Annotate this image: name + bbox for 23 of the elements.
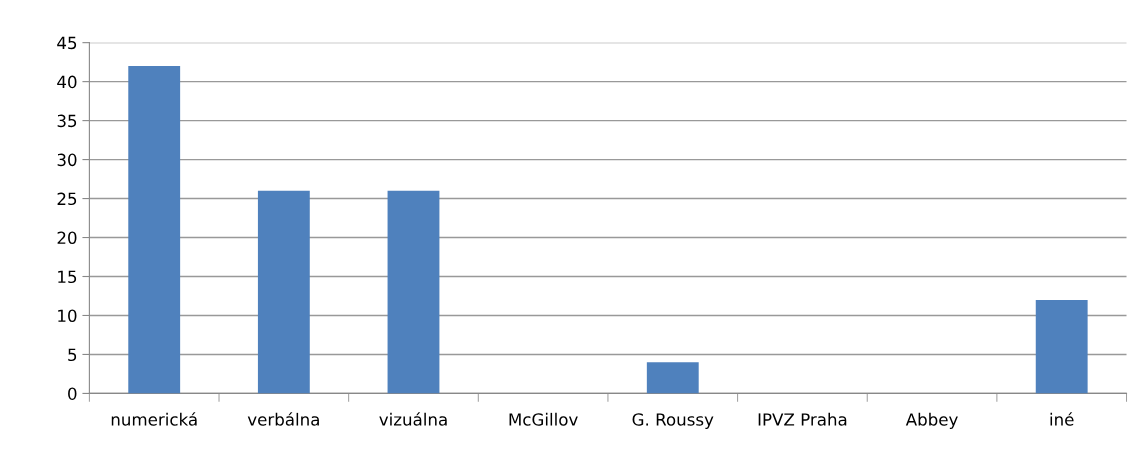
y-tick-label: 45 — [57, 36, 77, 50]
x-tick-label: iné — [1050, 412, 1074, 426]
y-tick-label: 10 — [58, 309, 77, 323]
y-tick-label: 25 — [57, 192, 77, 206]
x-tick-label: verbálna — [247, 412, 319, 426]
bar — [1035, 299, 1088, 394]
x-tick-label: G. Roussy — [632, 413, 714, 429]
x-tick-label: McGillov — [509, 412, 578, 426]
bar — [257, 190, 310, 394]
y-tick-label: 15 — [58, 270, 77, 284]
y-tick-label: 40 — [57, 75, 77, 89]
bar — [387, 190, 440, 394]
x-tick-label: numerická — [111, 412, 197, 426]
y-tick-label: 30 — [57, 153, 77, 167]
y-tick-label: 5 — [68, 348, 77, 362]
y-tick-label: 35 — [57, 114, 77, 128]
bar — [646, 362, 699, 394]
x-tick-label: vizuálna — [379, 412, 447, 426]
x-tick-label: IPVZ Praha — [758, 412, 847, 426]
x-tick-label: Abbey — [905, 412, 958, 429]
bar — [128, 66, 181, 394]
y-tick-label: 20 — [57, 231, 77, 245]
y-tick-label: 0 — [68, 387, 77, 400]
